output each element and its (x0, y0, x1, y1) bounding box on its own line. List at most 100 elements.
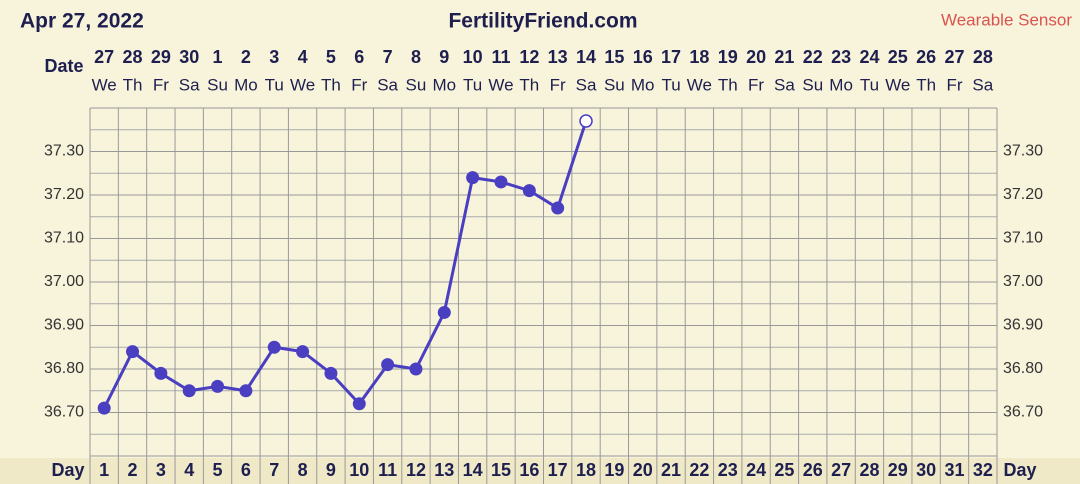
weekday-label: Tu (661, 75, 680, 94)
date-label: 13 (548, 47, 568, 67)
temperature-point (352, 397, 366, 411)
y-tick-label: 37.30 (1003, 143, 1043, 160)
date-label: 28 (123, 47, 143, 67)
temperature-point (324, 366, 338, 380)
y-tick-label: 36.80 (44, 360, 84, 377)
weekday-label: Th (718, 75, 738, 94)
temperature-point (437, 305, 451, 319)
x-tick-label: 32 (973, 460, 993, 480)
date-label: 5 (326, 47, 336, 67)
y-tick-label: 37.00 (1003, 273, 1043, 290)
weekday-label: Tu (463, 75, 482, 94)
x-tick-label: 23 (718, 460, 738, 480)
x-tick-label: 31 (944, 460, 964, 480)
x-tick-label: 22 (689, 460, 709, 480)
weekday-label: Su (802, 75, 823, 94)
x-tick-label: 10 (349, 460, 369, 480)
x-tick-label: 29 (888, 460, 908, 480)
x-tick-label: 20 (633, 460, 653, 480)
y-tick-label: 36.80 (1003, 360, 1043, 377)
x-tick-label: 30 (916, 460, 936, 480)
weekday-label: Sa (774, 75, 795, 94)
y-tick-label: 37.10 (44, 230, 84, 247)
x-tick-label: 3 (156, 460, 166, 480)
x-tick-label: 17 (548, 460, 568, 480)
date-label: 1 (213, 47, 223, 67)
y-tick-label: 37.10 (1003, 230, 1043, 247)
date-label: 3 (269, 47, 279, 67)
y-tick-label: 37.00 (44, 273, 84, 290)
date-label: 18 (689, 47, 709, 67)
weekday-label: Th (321, 75, 341, 94)
x-tick-label: 26 (803, 460, 823, 480)
weekday-label: Mo (432, 75, 456, 94)
x-tick-label: 7 (269, 460, 279, 480)
temperature-point (211, 379, 225, 393)
x-tick-label: 2 (128, 460, 138, 480)
weekday-label: Sa (972, 75, 993, 94)
date-label: 9 (439, 47, 449, 67)
x-tick-label: 12 (406, 460, 426, 480)
weekday-label: Th (916, 75, 936, 94)
x-tick-label: 11 (378, 460, 397, 480)
date-label: 19 (718, 47, 738, 67)
date-label: 24 (859, 47, 879, 67)
date-label: 14 (576, 47, 596, 67)
date-label: 27 (944, 47, 964, 67)
weekday-label: Th (123, 75, 143, 94)
x-tick-label: 4 (184, 460, 194, 480)
date-label: 8 (411, 47, 421, 67)
x-tick-label: 1 (99, 460, 109, 480)
date-label: 12 (519, 47, 539, 67)
weekday-label: Mo (234, 75, 258, 94)
date-label: 26 (916, 47, 936, 67)
x-tick-label: 19 (604, 460, 624, 480)
temperature-point (126, 345, 140, 359)
weekday-label: Fr (946, 75, 962, 94)
x-tick-label: 8 (298, 460, 308, 480)
temperature-point (551, 201, 565, 215)
date-label: 21 (774, 47, 794, 67)
temperature-point (466, 171, 480, 185)
date-label: 7 (383, 47, 393, 67)
weekday-label: Fr (748, 75, 764, 94)
weekday-label: Fr (153, 75, 169, 94)
x-tick-label: 5 (213, 460, 223, 480)
y-tick-label: 37.30 (44, 143, 84, 160)
date-label: 27 (94, 47, 114, 67)
date-label: 6 (354, 47, 364, 67)
x-tick-label: 6 (241, 460, 251, 480)
x-tick-label: 25 (774, 460, 794, 480)
date-row-label: Date (44, 56, 83, 76)
date-label: 29 (151, 47, 171, 67)
weekday-label: Mo (829, 75, 853, 94)
day-row-label: Day (1003, 460, 1036, 480)
weekday-label: Fr (550, 75, 566, 94)
temperature-point (296, 345, 310, 359)
x-tick-label: 15 (491, 460, 511, 480)
date-label: 20 (746, 47, 766, 67)
date-label: 11 (491, 47, 510, 67)
weekday-label: We (92, 75, 117, 94)
x-tick-label: 9 (326, 460, 336, 480)
weekday-label: Su (604, 75, 625, 94)
weekday-label: Su (207, 75, 228, 94)
weekday-label: Sa (377, 75, 398, 94)
weekday-label: Tu (860, 75, 879, 94)
temperature-point (381, 358, 395, 372)
y-tick-label: 36.70 (44, 404, 84, 421)
temperature-point (182, 384, 196, 398)
x-tick-label: 28 (859, 460, 879, 480)
temperature-point (494, 175, 508, 189)
date-label: Apr 27, 2022 (20, 10, 144, 33)
date-label: 17 (661, 47, 681, 67)
weekday-label: Sa (576, 75, 597, 94)
temperature-point (154, 366, 168, 380)
y-tick-label: 37.20 (44, 186, 84, 203)
weekday-label: Su (406, 75, 427, 94)
x-tick-label: 13 (434, 460, 454, 480)
date-label: 10 (463, 47, 483, 67)
temperature-point (267, 340, 281, 354)
